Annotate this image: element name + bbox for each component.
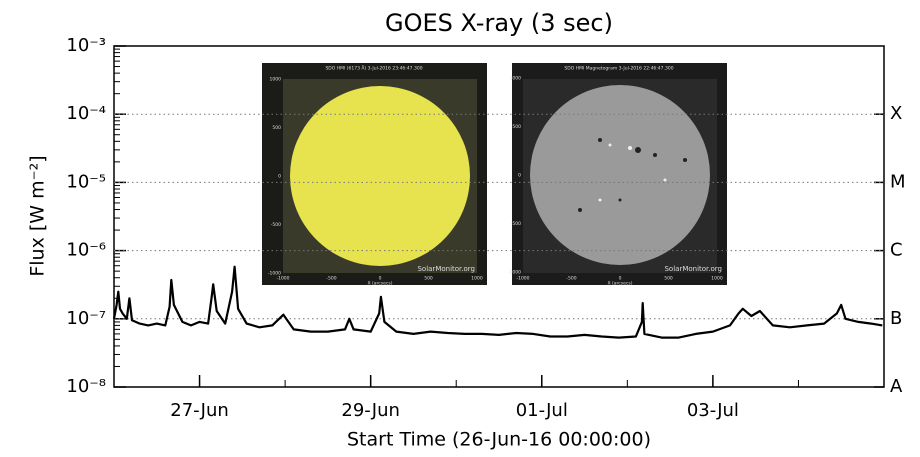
y-tick-label: 10⁻⁴ — [66, 103, 106, 124]
inset-x-tick-label: 0 — [379, 276, 382, 282]
chart-title: GOES X-ray (3 sec) — [385, 9, 613, 37]
flux-line — [114, 267, 882, 338]
inset-watermark: SolarMonitor.org — [417, 265, 475, 273]
x-tick-label: 29-Jun — [341, 400, 400, 421]
inset-continuum: SDO HMI (6173 Å) 3-Jul-2016 23:46:47.300… — [262, 63, 487, 287]
inset-x-tick-label: 500 — [424, 276, 433, 282]
x-axis-label: Start Time (26-Jun-16 00:00:00) — [347, 429, 651, 451]
inset-y-tick-label: 0 — [518, 173, 521, 179]
inset-title: SDO HMI (6173 Å) 3-Jul-2016 23:46:47.300 — [325, 65, 422, 72]
x-tick-label: 03-Jul — [687, 400, 739, 421]
class-label: B — [890, 308, 902, 329]
inset-x-tick-label: 500 — [664, 276, 673, 282]
inset-x-tick-label: -500 — [326, 276, 336, 282]
inset-title: SDO HMI Magnetogram 3-Jul-2016 22:46:47.… — [564, 66, 673, 72]
y-axis-label: Flux [W m⁻²] — [27, 155, 49, 276]
class-label: A — [890, 376, 903, 397]
inset-x-tick-label: -1000 — [516, 276, 529, 282]
inset-y-tick-label: 0 — [278, 174, 281, 180]
y-tick-label: 10⁻³ — [66, 35, 106, 56]
y-tick-label: 10⁻⁵ — [66, 171, 106, 192]
x-tick-label: 27-Jun — [170, 400, 229, 421]
chart: GOES X-ray (3 sec) Start Time (26-Jun-16… — [0, 0, 920, 457]
inset-magnetogram: SDO HMI Magnetogram 3-Jul-2016 22:46:47.… — [508, 63, 727, 287]
inset-x-tick-label: 1000 — [711, 276, 723, 282]
insets: SDO HMI (6173 Å) 3-Jul-2016 23:46:47.300… — [262, 63, 727, 287]
class-label: X — [890, 103, 902, 124]
inset-x-tick-label: 0 — [619, 276, 622, 282]
y-tick-label: 10⁻⁶ — [66, 240, 106, 261]
sun-disk — [290, 86, 470, 266]
y-tick-label: 10⁻⁷ — [66, 308, 106, 329]
class-label: C — [890, 240, 903, 261]
inset-y-tick-label: -1000 — [268, 271, 281, 277]
inset-y-tick-label: -1000 — [508, 270, 521, 276]
sun-disk — [530, 85, 710, 265]
inset-x-tick-label: 1000 — [471, 276, 483, 282]
inset-y-tick-label: 1000 — [510, 76, 522, 82]
inset-y-tick-label: 1000 — [270, 77, 282, 83]
y-tick-label: 10⁻⁸ — [66, 376, 106, 397]
inset-watermark: SolarMonitor.org — [664, 265, 722, 273]
inset-y-tick-label: -500 — [271, 222, 281, 228]
class-label: M — [890, 171, 906, 192]
inset-x-tick-label: -500 — [566, 276, 576, 282]
inset-y-tick-label: -500 — [511, 221, 521, 227]
x-tick-label: 01-Jul — [516, 400, 568, 421]
inset-y-tick-label: 500 — [272, 125, 281, 131]
inset-y-tick-label: 500 — [512, 124, 521, 130]
